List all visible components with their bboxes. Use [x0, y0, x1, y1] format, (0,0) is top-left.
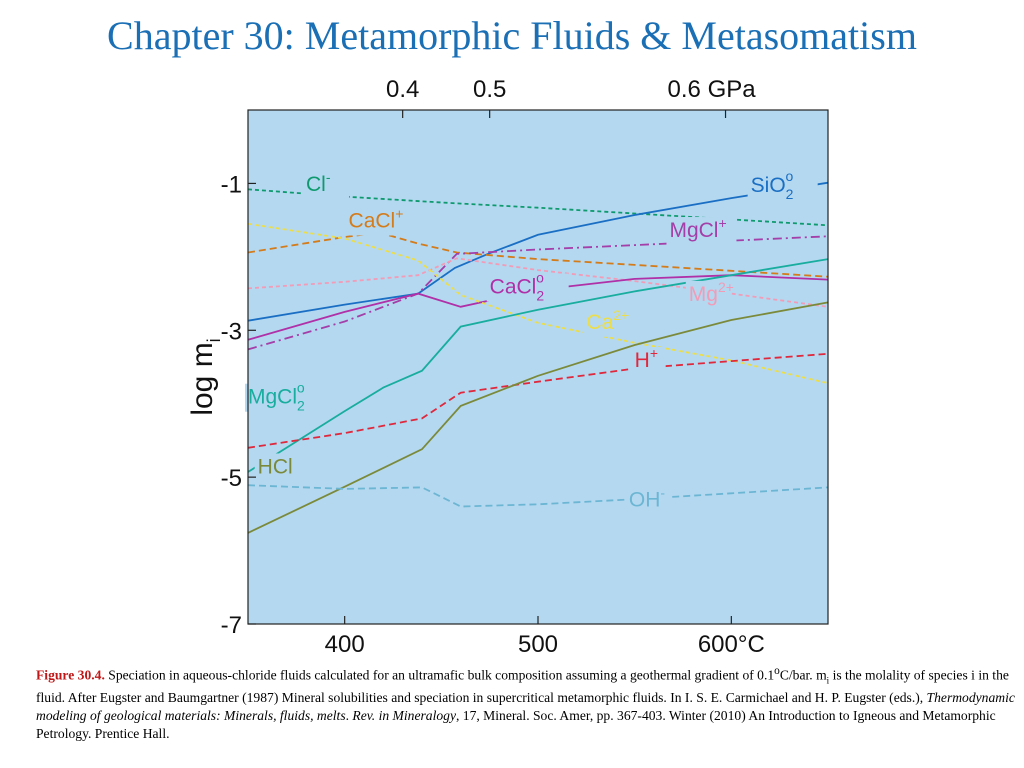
series-label-backdrop-8: [631, 347, 666, 375]
x-tick-label-500: 500: [518, 631, 558, 658]
speciation-chart: Cl- SiO2o CaCl+ MgCl+ Mg2+ CaCl2o Ca2+ MgCl2o H+…: [186, 76, 829, 658]
top-tick-label-0: 0.4: [386, 76, 419, 103]
y-tick-label--3: -3: [221, 318, 242, 345]
series-label-cacl-2: CaCl+: [349, 205, 404, 232]
series-label-backdrop-9: [254, 453, 301, 482]
series-line-hcl-9: [247, 301, 829, 534]
caption-sub-i: i: [826, 675, 830, 686]
top-tick-label-2: 0.6 GPa: [668, 76, 757, 103]
top-tick-label-1: 0.5: [473, 76, 506, 103]
series-labels: Cl- SiO2o CaCl+ MgCl+ Mg2+ CaCl2o Ca2+ MgCl2o H+…: [245, 168, 818, 515]
caption-text-2: C/bar. m: [779, 667, 827, 683]
series-label-backdrop-0: [303, 170, 349, 199]
x-tick-label-400: 400: [325, 631, 365, 658]
series-line-ca2-6: [247, 222, 829, 385]
series-label-ca2-6: Ca2+: [586, 307, 629, 334]
caption-text-4: .: [345, 708, 353, 724]
caption-book-title: Thermodynamic modeling of geological mat…: [36, 690, 1015, 724]
axis-ticks: [248, 110, 732, 625]
tick-labels: 400 500 600°C -1 -3 -5 -7 0.4 0.5 0.6 GPa: [221, 76, 765, 658]
figure-caption: Figure 30.4. Speciation in aqueous-chlor…: [36, 662, 1016, 743]
y-tick-label--5: -5: [221, 465, 242, 492]
caption-text-1: Speciation in aqueous-chloride fluids ca…: [104, 667, 775, 683]
series-label-backdrop-1: [747, 172, 818, 201]
series-label-mgcl2o-7: MgCl2o: [248, 380, 305, 414]
slide-title: Chapter 30: Metamorphic Fluids & Metasom…: [107, 13, 917, 58]
series-label-backdrop-6: [583, 308, 630, 337]
caption-degree-sup: o: [774, 665, 780, 677]
series-line-mg2-4: [247, 257, 829, 308]
series-label-backdrop-10: [625, 486, 672, 515]
series-label-backdrop-7: [245, 383, 327, 412]
series-label-sio2o-1: SiO2o: [751, 168, 794, 202]
series-line-cacl-2: [247, 231, 829, 278]
caption-text-5: , 17, Mineral. Soc. Amer, pp. 367-403. W…: [36, 708, 996, 742]
series-label-hcl-9: HCl: [258, 455, 293, 478]
caption-text-3: is the molality of species i in the flui…: [36, 667, 1009, 706]
caption-series-title: Rev. in Mineralogy: [352, 708, 456, 724]
y-tick-label--7: -7: [221, 612, 242, 639]
y-axis-label: log mi: [186, 338, 224, 415]
series-label-h-8: H+: [635, 345, 658, 372]
series-label-backdrop-5: [486, 273, 569, 302]
series-label-mg2-4: Mg2+: [689, 279, 734, 306]
series-line-oh-10: [247, 484, 829, 508]
series-label-oh-10: OH-: [629, 485, 666, 512]
figure-label: Figure 30.4.: [36, 667, 105, 683]
series-label-backdrop-2: [345, 207, 416, 236]
series-line-mgcl2o-7: [247, 258, 829, 473]
y-tick-label--1: -1: [221, 171, 242, 198]
series-line-h-8: [247, 352, 829, 449]
series-label-cl-0: Cl-: [306, 169, 331, 196]
series-label-backdrop-4: [685, 280, 732, 309]
x-tick-label-600: 600°C: [698, 631, 765, 658]
series-line-sio2o-1: [247, 181, 829, 322]
series-label-cacl2o-5: CaCl2o: [490, 270, 545, 304]
series-label-mgcl-3: MgCl+: [669, 215, 726, 242]
series-label-backdrop-3: [666, 217, 737, 246]
